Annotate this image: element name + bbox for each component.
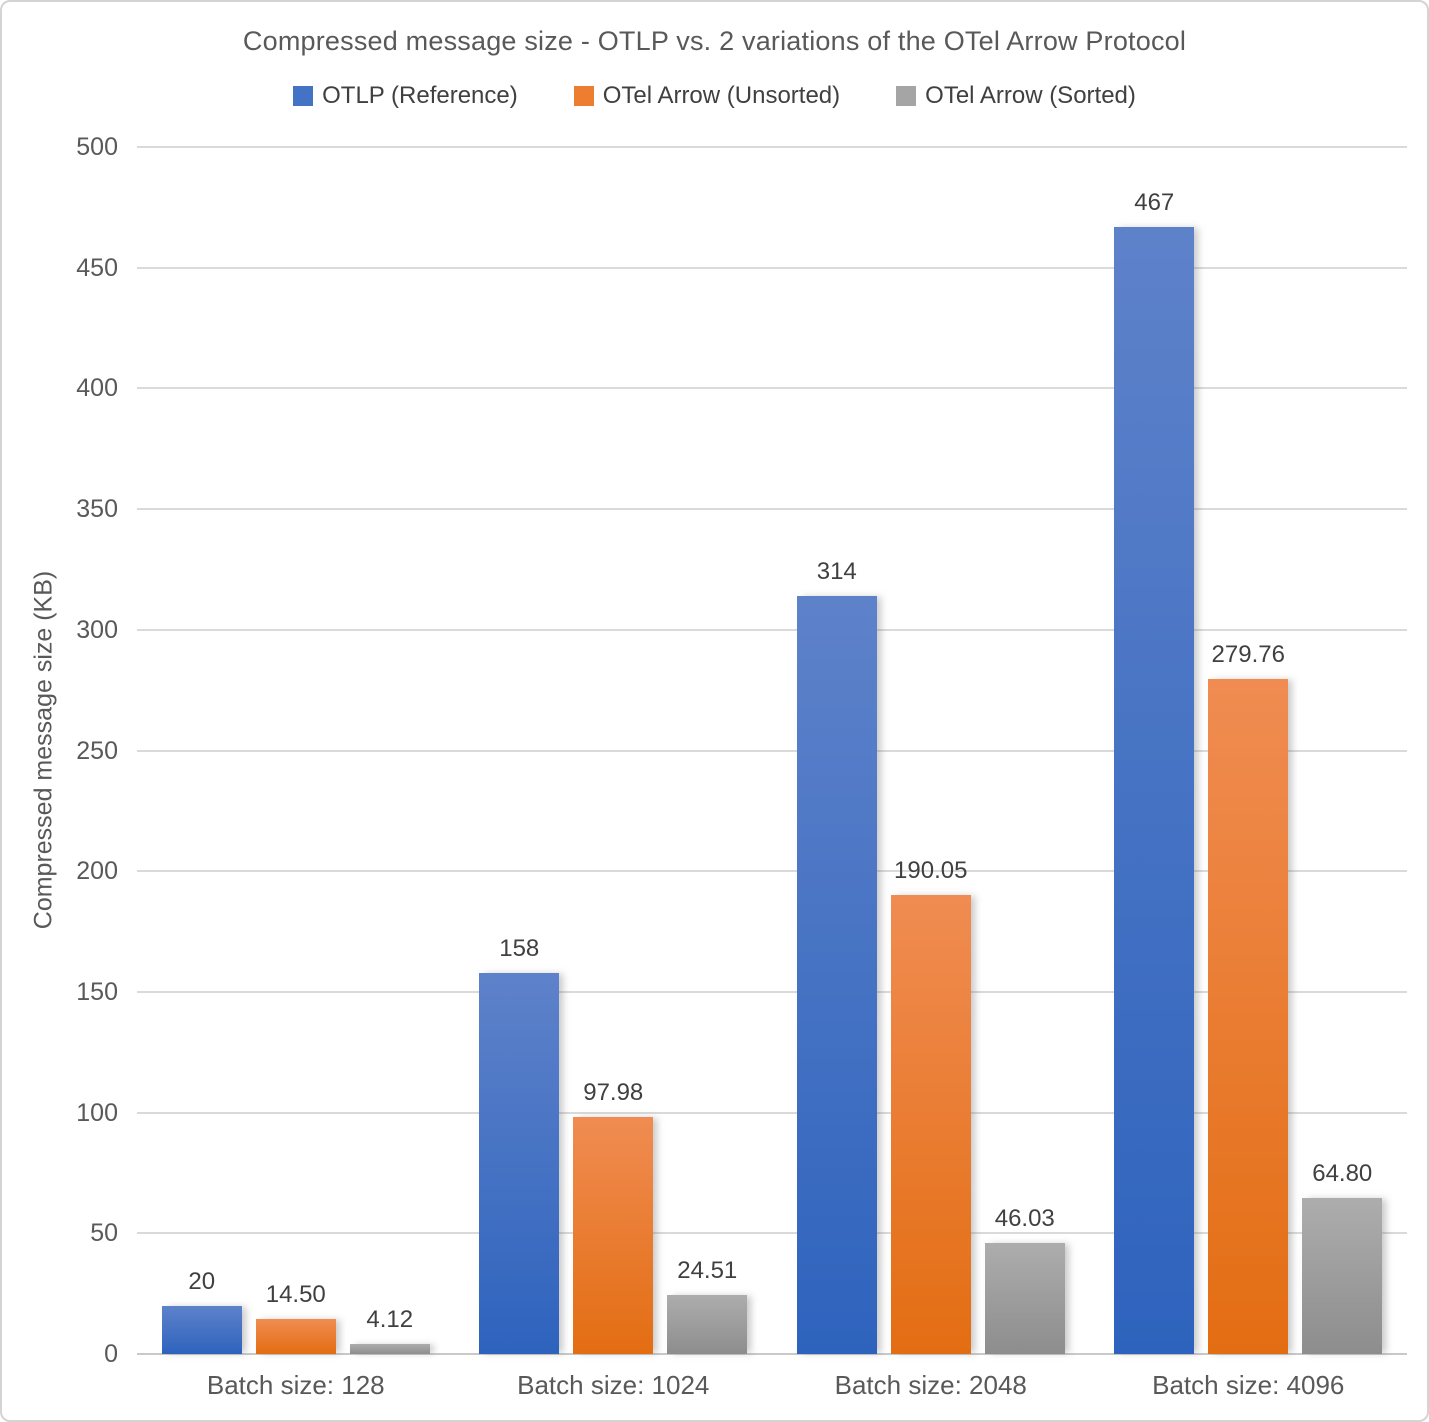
category-label-2: Batch size: 2048 — [834, 1370, 1027, 1400]
y-tick-label-450: 450 — [76, 253, 118, 282]
category-label-1: Batch size: 1024 — [517, 1370, 710, 1400]
bar-value-label: 97.98 — [583, 1079, 644, 1107]
bar-otlp-reference-group-2 — [796, 596, 877, 1354]
bar-otlp-reference-group-0 — [161, 1305, 242, 1354]
bar-otlp-reference-group-3 — [1114, 226, 1195, 1354]
gridline-0 — [137, 1353, 1407, 1355]
bar-value-label: 158 — [499, 934, 540, 962]
gridline-150 — [137, 990, 1407, 993]
legend-item-1: OTel Arrow (Unsorted) — [573, 82, 841, 110]
legend-item-2: OTel Arrow (Sorted) — [896, 82, 1136, 110]
legend-swatch-icon — [573, 86, 594, 106]
bar-value-label: 64.80 — [1312, 1159, 1373, 1187]
y-tick-label-200: 200 — [76, 857, 118, 886]
y-tick-label-150: 150 — [76, 977, 118, 1006]
y-tick-label-0: 0 — [104, 1340, 118, 1368]
y-tick-label-300: 300 — [76, 615, 118, 644]
bar-otel-arrow-unsorted-group-2 — [890, 895, 971, 1354]
gridline-300 — [137, 628, 1407, 631]
legend-label: OTel Arrow (Sorted) — [925, 82, 1136, 109]
category-label-3: Batch size: 4096 — [1152, 1370, 1345, 1400]
chart-title: Compressed message size - OTLP vs. 2 var… — [242, 26, 1187, 56]
bar-otlp-reference-group-1 — [479, 972, 560, 1354]
bar-otel-arrow-unsorted-group-3 — [1208, 678, 1289, 1354]
bar-value-label: 314 — [816, 558, 857, 586]
bar-otel-arrow-sorted-group-1 — [667, 1294, 748, 1354]
bar-value-label: 467 — [1134, 188, 1175, 216]
gridline-100 — [137, 1111, 1407, 1114]
bar-otel-arrow-unsorted-group-0 — [255, 1319, 336, 1354]
y-tick-label-50: 50 — [90, 1219, 118, 1248]
y-tick-label-250: 250 — [76, 736, 118, 765]
bar-value-label: 190.05 — [894, 857, 968, 885]
bar-value-label: 14.50 — [265, 1281, 326, 1308]
bar-value-label: 4.12 — [366, 1306, 414, 1334]
bar-value-label: 46.03 — [994, 1204, 1055, 1232]
gridline-50 — [137, 1232, 1407, 1235]
gridline-450 — [137, 266, 1407, 269]
legend-item-0: OTLP (Reference) — [293, 82, 518, 110]
bar-value-label: 24.51 — [677, 1256, 738, 1284]
gridline-200 — [137, 870, 1407, 873]
plot-area: 20 14.50 4.12 158 97.98 24.51 314 190.05 46.03 46… — [137, 146, 1407, 1355]
bar-value-label: 279.76 — [1211, 640, 1285, 668]
gridline-500 — [137, 146, 1407, 148]
bar-value-label: 20 — [188, 1267, 216, 1295]
legend-label: OTLP (Reference) — [322, 82, 518, 109]
gridline-400 — [137, 387, 1407, 390]
chart-legend: OTLP (Reference) OTel Arrow (Unsorted) OTe… — [2, 82, 1427, 110]
bar-otel-arrow-unsorted-group-1 — [573, 1117, 654, 1354]
bar-otel-arrow-sorted-group-3 — [1302, 1197, 1383, 1354]
legend-swatch-icon — [293, 86, 314, 106]
y-tick-label-350: 350 — [76, 495, 118, 524]
category-label-0: Batch size: 128 — [206, 1370, 385, 1400]
legend-label: OTel Arrow (Unsorted) — [602, 82, 841, 109]
y-tick-label-100: 100 — [76, 1098, 118, 1127]
y-tick-label-500: 500 — [76, 133, 118, 161]
gridline-350 — [137, 508, 1407, 511]
gridline-250 — [137, 749, 1407, 752]
y-tick-label-400: 400 — [76, 374, 118, 403]
bar-otel-arrow-sorted-group-2 — [984, 1242, 1065, 1354]
legend-swatch-icon — [896, 86, 917, 106]
bar-otel-arrow-sorted-group-0 — [349, 1344, 430, 1354]
